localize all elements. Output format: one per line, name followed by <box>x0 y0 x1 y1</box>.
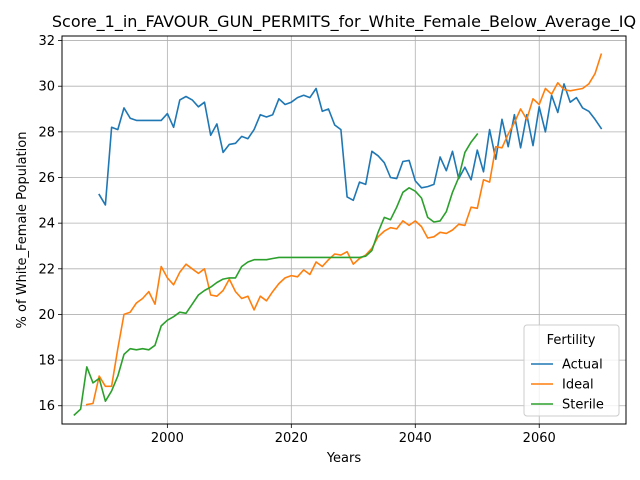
x-axis-label: Years <box>326 451 362 466</box>
legend-label-ideal: Ideal <box>562 378 594 393</box>
series-lines <box>73 53 603 417</box>
y-tick-label: 16 <box>38 399 55 414</box>
legend-title: Fertility <box>547 333 596 348</box>
x-tick-label: 2040 <box>399 431 432 446</box>
series-line-ideal <box>85 53 603 406</box>
x-tick-label: 2020 <box>275 431 308 446</box>
chart-title: Score_1_in_FAVOUR_GUN_PERMITS_for_White_… <box>52 12 636 32</box>
y-axis-ticks: 16 18 20 22 24 26 28 30 32 <box>38 34 62 414</box>
y-tick-label: 24 <box>38 217 55 232</box>
gridlines <box>62 36 626 424</box>
legend-label-sterile: Sterile <box>562 398 604 413</box>
y-tick-label: 30 <box>38 80 55 95</box>
y-tick-label: 20 <box>38 308 55 323</box>
y-tick-label: 18 <box>38 354 55 369</box>
series-line-sterile <box>73 132 479 417</box>
y-tick-label: 32 <box>38 34 55 49</box>
y-tick-label: 26 <box>38 171 55 186</box>
x-tick-label: 2000 <box>151 431 184 446</box>
legend-label-actual: Actual <box>562 358 603 373</box>
legend-box <box>523 324 620 417</box>
legend: Fertility Actual Ideal Sterile <box>523 324 620 417</box>
y-axis-label: % of White_Female Population <box>15 132 30 329</box>
y-tick-label: 28 <box>38 125 55 140</box>
x-axis-ticks: 2000 2020 2040 2060 <box>151 424 556 446</box>
x-tick-label: 2060 <box>523 431 556 446</box>
series-line-actual <box>98 83 603 206</box>
plot-frame <box>61 35 627 425</box>
y-tick-label: 22 <box>38 262 55 277</box>
